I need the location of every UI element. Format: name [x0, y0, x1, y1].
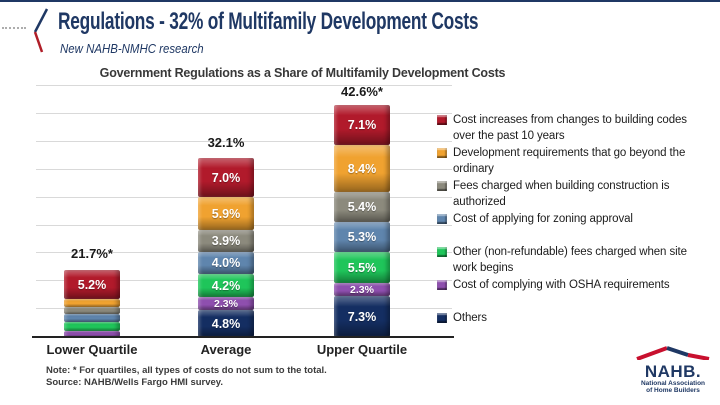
footnotes: Note: * For quartiles, all types of cost…	[46, 365, 327, 389]
x-axis-line	[32, 336, 454, 338]
bar-segment: 7.0%	[198, 158, 254, 197]
segment-value-label: 3.9%	[211, 234, 241, 248]
legend-label: Other (non-refundable) fees charged when…	[453, 246, 687, 274]
legend-item: Cost of applying for zoning approval	[437, 211, 711, 227]
bar-segment	[64, 299, 120, 307]
legend-label: Cost of applying for zoning approval	[453, 213, 633, 225]
legend-swatch	[437, 280, 447, 290]
bar-segment	[64, 307, 120, 314]
page-title: Regulations - 32% of Multifamily Develop…	[58, 8, 479, 35]
bar-segment: 7.1%	[334, 105, 390, 145]
bar-upper-quartile: 7.3% 2.3% 5.5% 5.3% 5.4% 8.4% 7.1%	[334, 105, 390, 337]
segment-value-label: 8.4%	[347, 161, 377, 176]
segment-value-label: 5.3%	[347, 230, 377, 244]
bar-segment: 5.9%	[198, 197, 254, 230]
bar-total-label: 21.7%*	[71, 246, 113, 261]
legend: Cost increases from changes to building …	[437, 111, 711, 326]
segment-value-label: 4.8%	[211, 316, 241, 331]
legend-item: Cost increases from changes to building …	[437, 112, 711, 144]
bar-segment: 3.9%	[198, 230, 254, 252]
legend-label: Development requirements that go beyond …	[453, 147, 686, 175]
legend-label: Cost increases from changes to building …	[453, 114, 687, 142]
segment-value-label: 7.0%	[211, 170, 241, 185]
slash-mark-decor	[33, 8, 49, 53]
logo-subtext-1: National Association	[640, 380, 706, 387]
bar-segment: 5.2%	[64, 270, 120, 299]
bar-segment: 5.4%	[334, 192, 390, 222]
roof-icon	[636, 346, 710, 361]
legend-item: Cost of complying with OSHA requirements	[437, 277, 711, 293]
bar-segment	[64, 331, 120, 337]
legend-item: Other (non-refundable) fees charged when…	[437, 244, 711, 276]
segment-value-label: 5.9%	[211, 206, 241, 221]
dotted-line-decor	[2, 27, 26, 29]
bar-segment	[64, 322, 120, 331]
segment-value-label: 7.1%	[347, 118, 377, 132]
x-axis-label: Upper Quartile	[316, 342, 408, 357]
bar-segment: 4.2%	[198, 274, 254, 297]
bar-segment: 5.3%	[334, 222, 390, 252]
legend-swatch	[437, 181, 447, 191]
segment-value-label: 2.3%	[214, 297, 238, 310]
legend-item: Development requirements that go beyond …	[437, 145, 711, 177]
top-accent-bar	[0, 0, 720, 2]
gridline	[36, 85, 452, 87]
plot-area: 5.2% 21.7%* 4.8% 2.3% 4.2% 4.0% 3.9% 5.9% 7.0% 32…	[36, 84, 452, 337]
legend-swatch	[437, 313, 447, 323]
bar-segment: 4.0%	[198, 252, 254, 274]
legend-swatch	[437, 148, 447, 158]
segment-value-label: 5.4%	[347, 200, 377, 214]
bar-segment: 4.8%	[198, 310, 254, 337]
legend-swatch	[437, 214, 447, 224]
legend-label: Fees charged when building construction …	[453, 180, 670, 208]
logo-wordmark: NAHB.	[644, 362, 702, 381]
segment-value-label: 5.5%	[347, 260, 377, 275]
nahb-logo: NAHB. National Association of Home Build…	[627, 345, 719, 394]
note-line: Note: * For quartiles, all types of cost…	[46, 365, 327, 376]
bar-lower-quartile: 5.2%	[64, 270, 120, 337]
segment-value-label: 5.2%	[77, 277, 107, 292]
bar-segment	[64, 314, 120, 322]
legend-item: Others	[437, 310, 711, 326]
bar-average: 4.8% 2.3% 4.2% 4.0% 3.9% 5.9% 7.0%	[198, 158, 254, 337]
legend-label: Others	[453, 312, 487, 324]
legend-item: Fees charged when building construction …	[437, 178, 711, 210]
bar-segment: 5.5%	[334, 252, 390, 283]
bar-total-label: 42.6%*	[341, 84, 383, 99]
bar-total-label: 32.1%	[207, 135, 245, 151]
segment-value-label: 7.3%	[347, 309, 377, 324]
source-line: Source: NAHB/Wells Fargo HMI survey.	[46, 377, 224, 388]
logo-subtext-2: of Home Builders	[646, 387, 700, 394]
bar-segment: 7.3%	[334, 296, 390, 337]
legend-label: Cost of complying with OSHA requirements	[453, 279, 670, 291]
x-axis-label: Lower Quartile	[46, 342, 138, 357]
x-axis-label: Average	[200, 342, 252, 357]
gridline	[36, 141, 452, 142]
segment-value-label: 4.0%	[211, 256, 241, 270]
bar-segment: 2.3%	[198, 297, 254, 310]
legend-swatch	[437, 115, 447, 125]
segment-value-label: 2.3%	[350, 283, 374, 296]
gridline	[36, 113, 452, 115]
page-subtitle: New NAHB-NMHC research	[60, 41, 204, 56]
bar-segment: 8.4%	[334, 145, 390, 192]
segment-value-label: 4.2%	[211, 278, 241, 293]
legend-swatch	[437, 247, 447, 257]
chart-title: Government Regulations as a Share of Mul…	[99, 66, 506, 80]
bar-segment: 2.3%	[334, 283, 390, 296]
